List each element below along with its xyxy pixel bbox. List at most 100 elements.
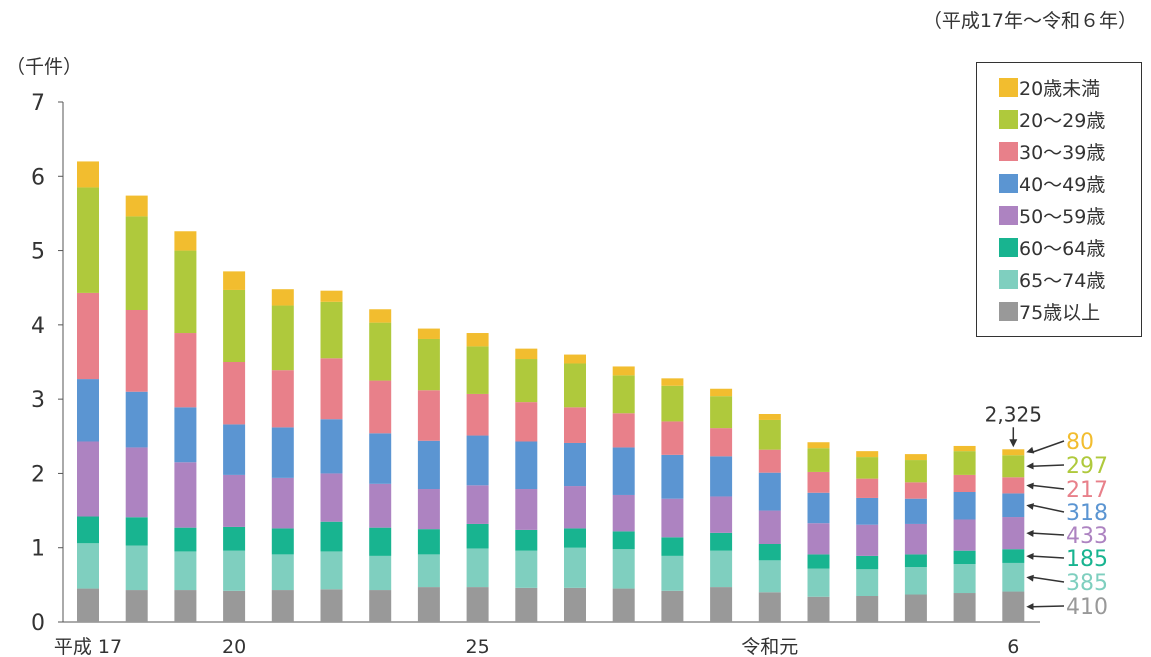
bar-segment <box>320 301 343 359</box>
bar-segment <box>125 391 148 448</box>
bar-segment <box>953 564 976 594</box>
bar-segment <box>612 588 635 622</box>
bar-segment <box>953 550 976 565</box>
x-tick-label: 平成 17 <box>54 636 122 657</box>
bar-segment <box>856 451 879 458</box>
bar-segment <box>856 457 879 479</box>
bar-segment <box>125 517 148 546</box>
bar-segment <box>856 569 879 596</box>
bar-segment <box>661 590 684 622</box>
bar-segment <box>466 548 489 588</box>
bar-segment <box>807 568 830 597</box>
bar-segment <box>466 485 489 524</box>
bar-segment <box>807 523 830 555</box>
bar-segment <box>417 440 440 490</box>
segment-value-label: 433 <box>1066 524 1108 549</box>
bar-segment <box>271 477 294 529</box>
legend-label: 75歳以上 <box>1019 301 1101 324</box>
bar-segment <box>710 496 733 533</box>
bar-segment <box>417 328 440 339</box>
bar-segment <box>710 532 733 551</box>
x-tick-label: 25 <box>466 636 490 657</box>
legend-swatch <box>999 205 1018 225</box>
bar-segment <box>77 161 99 188</box>
legend-item: 30～39歳 <box>999 139 1105 164</box>
bar-segment <box>953 474 976 492</box>
legend-swatch <box>999 77 1018 97</box>
value-arrow-head <box>1026 552 1034 560</box>
bar-segment <box>515 359 538 403</box>
bar-segment <box>515 348 538 360</box>
bar-segment <box>271 528 294 555</box>
bar-segment <box>369 309 392 323</box>
bar-segment <box>856 596 879 622</box>
legend-label: 50～59歳 <box>1019 205 1106 228</box>
bar-segment <box>223 289 246 362</box>
bar-segment <box>417 390 440 441</box>
value-arrow-head <box>1026 530 1034 537</box>
legend-item: 40～49歳 <box>999 171 1106 196</box>
legend-label: 65～74歳 <box>1019 269 1106 292</box>
bar-segment <box>466 435 489 486</box>
bar-segment <box>515 402 538 442</box>
bar-segment <box>1002 477 1025 494</box>
segment-value-label: 385 <box>1066 571 1108 596</box>
bar-segment <box>271 590 294 622</box>
bar-segment <box>417 587 440 622</box>
bar-segment <box>710 587 733 622</box>
bar-segment <box>77 441 99 517</box>
value-arrow-line <box>1032 576 1065 583</box>
value-arrow-line <box>1032 464 1065 468</box>
bar-segment <box>612 447 635 495</box>
y-tick-label: 0 <box>31 611 45 636</box>
bar-segment <box>271 554 294 591</box>
bar-segment <box>223 474 246 527</box>
bar-segment <box>320 419 343 474</box>
bar-segment <box>125 447 148 518</box>
bar-segment <box>1002 449 1025 456</box>
legend-label: 40～49歳 <box>1019 173 1106 196</box>
bar-segment <box>223 424 246 475</box>
bar-segment <box>904 454 927 461</box>
bar-segment <box>320 551 343 590</box>
bar-segment <box>466 333 489 347</box>
bar-segment <box>77 292 99 380</box>
legend-swatch <box>999 301 1018 321</box>
bar-segment <box>564 486 586 529</box>
bar-segment <box>125 195 148 217</box>
bar-segment <box>612 531 635 550</box>
bar-segment <box>77 187 99 293</box>
bar-segment <box>661 454 684 499</box>
bar-segment <box>1002 562 1025 592</box>
bar-segment <box>223 271 246 290</box>
bar-segment <box>223 526 246 551</box>
bar-segment <box>125 310 148 392</box>
bar-segment <box>904 498 927 524</box>
total-arrow-head <box>1009 439 1018 448</box>
bar-segment <box>417 529 440 555</box>
bar-segment <box>710 428 733 457</box>
bar-segment <box>904 482 927 499</box>
bar-segment <box>661 537 684 556</box>
legend-swatch <box>999 237 1018 257</box>
bar-segment <box>710 396 733 429</box>
bar-segment <box>466 587 489 622</box>
bar-segment <box>758 449 781 473</box>
segment-value-label: 297 <box>1066 454 1108 479</box>
bar-segment <box>758 510 781 544</box>
bar-segment <box>904 594 927 622</box>
bar-segment <box>953 593 976 622</box>
bar-segment <box>271 427 294 478</box>
bar-segment <box>369 527 392 556</box>
bar-segment <box>369 322 392 381</box>
segment-value-label: 410 <box>1066 595 1108 620</box>
bar-segment <box>417 554 440 588</box>
bar-segment <box>856 497 879 525</box>
legend-swatch <box>999 173 1018 193</box>
x-tick-label: 20 <box>222 636 246 657</box>
bar-segment <box>125 590 148 622</box>
bar-segment <box>758 419 781 450</box>
bar-segment <box>710 388 733 397</box>
bar-segment <box>1002 591 1025 622</box>
